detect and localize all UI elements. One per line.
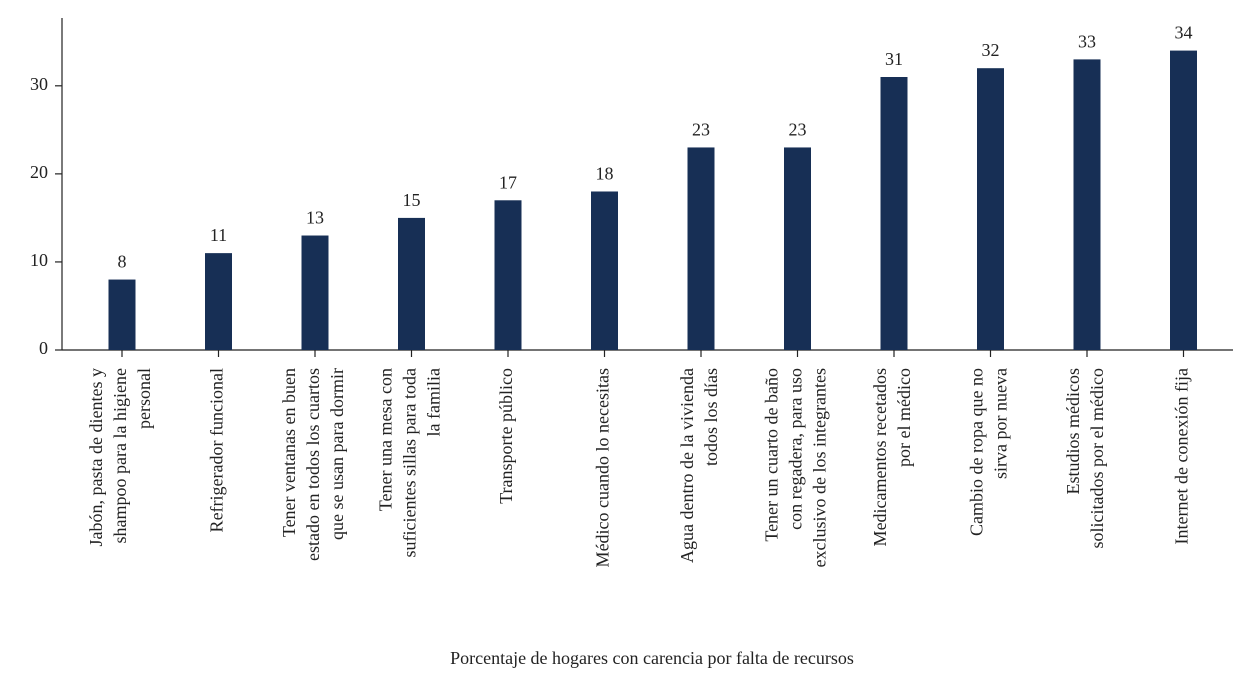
y-tick-label: 30 [30, 74, 48, 94]
y-tick-label: 20 [30, 162, 48, 182]
x-tick-label: Estudios médicos solicitados por el médic… [1063, 368, 1107, 548]
x-tick-label: Médico cuando lo necesitas [593, 368, 613, 567]
x-tick-label: Medicamentos recetados por el médico [870, 368, 914, 546]
value-label: 18 [596, 163, 614, 183]
x-tick-label: Tener una mesa con suficientes sillas par… [376, 368, 444, 557]
x-tick-label: Tener un cuarto de baño con regadera, par… [762, 368, 830, 567]
bar [205, 253, 232, 350]
bar [1073, 59, 1101, 350]
value-label: 15 [403, 190, 421, 210]
bar [108, 279, 136, 350]
bar [494, 200, 522, 350]
bar [301, 235, 329, 350]
value-label: 8 [118, 252, 127, 272]
x-tick-label: Cambio de ropa que no sirva por nueva [967, 368, 1011, 536]
bar [398, 217, 425, 350]
bar [687, 147, 715, 350]
bar [977, 68, 1004, 350]
bar [784, 147, 811, 350]
x-tick-label: Agua dentro de la vivienda todos los días [677, 368, 721, 563]
value-label: 13 [306, 208, 324, 228]
x-tick-label: Internet de conexión fija [1172, 368, 1192, 544]
value-label: 32 [982, 40, 1000, 60]
value-label: 17 [499, 172, 517, 192]
x-axis-title: Porcentaje de hogares con carencia por f… [450, 648, 854, 668]
y-tick-label: 10 [30, 250, 48, 270]
value-label: 34 [1175, 23, 1193, 43]
bar [880, 77, 908, 350]
value-label: 23 [789, 119, 807, 139]
x-tick-label: Tener ventanas en buen estado en todos lo… [279, 368, 347, 561]
x-tick-label: Transporte público [496, 368, 516, 504]
bar [1170, 50, 1197, 350]
y-tick-label: 0 [39, 338, 48, 358]
x-tick-label: Refrigerador funcional [207, 368, 227, 532]
value-label: 11 [210, 225, 227, 245]
x-tick-label: Jabón, pasta de dientes y shampoo para la… [86, 368, 154, 546]
bar [591, 191, 618, 350]
value-label: 23 [692, 119, 710, 139]
value-label: 31 [885, 49, 903, 69]
value-label: 33 [1078, 31, 1096, 51]
